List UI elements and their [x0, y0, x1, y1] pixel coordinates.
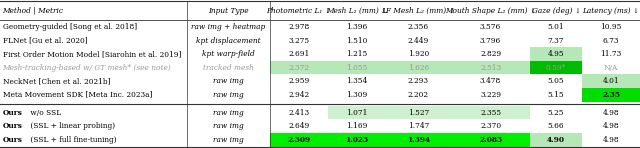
Text: Latency (ms) ↓: Latency (ms) ↓ — [582, 7, 639, 15]
Text: 3.275: 3.275 — [288, 37, 309, 45]
Text: 4.98: 4.98 — [603, 109, 620, 117]
Bar — [328, 133, 385, 147]
Text: Method | Metric: Method | Metric — [3, 7, 63, 15]
Bar — [451, 106, 530, 119]
Text: Gaze (deg) ↓: Gaze (deg) ↓ — [532, 7, 580, 15]
Text: 10.95: 10.95 — [600, 23, 622, 31]
Text: 2.513: 2.513 — [480, 64, 501, 72]
Text: 2.449: 2.449 — [408, 37, 429, 45]
Text: 11.73: 11.73 — [600, 50, 621, 58]
Bar — [530, 61, 582, 74]
Text: 2.083: 2.083 — [479, 136, 502, 144]
Text: Mesh-tracking-based w/ GT mesh* (see note): Mesh-tracking-based w/ GT mesh* (see not… — [3, 64, 172, 72]
Text: First Order Motion Model [Siarohin et al. 2019]: First Order Motion Model [Siarohin et al… — [3, 50, 181, 58]
Text: 2.691: 2.691 — [288, 50, 310, 58]
Text: raw img: raw img — [213, 109, 244, 117]
Text: (SSL + full fine-tuning): (SSL + full fine-tuning) — [28, 136, 117, 144]
Text: NeckNet [Chen et al. 2021b]: NeckNet [Chen et al. 2021b] — [3, 77, 110, 85]
Text: Mouth Shape L₂ (mm) ↓: Mouth Shape L₂ (mm) ↓ — [445, 7, 536, 15]
Text: 5.25: 5.25 — [548, 109, 564, 117]
Text: 2.202: 2.202 — [408, 91, 429, 99]
Text: Ours: Ours — [3, 122, 22, 130]
Bar — [530, 133, 582, 147]
Text: 2.35: 2.35 — [602, 91, 620, 99]
Text: 1.747: 1.747 — [408, 122, 429, 130]
Text: 3.229: 3.229 — [480, 91, 501, 99]
Text: 1.023: 1.023 — [345, 136, 368, 144]
Text: 0.59*: 0.59* — [546, 64, 566, 72]
Text: 4.90: 4.90 — [547, 136, 565, 144]
Text: FLNet [Gu et al. 2020]: FLNet [Gu et al. 2020] — [3, 37, 87, 45]
Text: 1.396: 1.396 — [346, 23, 367, 31]
Text: Mesh L₂ (mm) ↓: Mesh L₂ (mm) ↓ — [326, 7, 387, 15]
Bar — [582, 88, 640, 102]
Text: raw img + heatmap: raw img + heatmap — [191, 23, 266, 31]
Text: raw img: raw img — [213, 136, 244, 144]
Text: 1.309: 1.309 — [346, 91, 367, 99]
Bar — [530, 47, 582, 61]
Text: 4.01: 4.01 — [603, 77, 620, 85]
Text: 1.055: 1.055 — [346, 64, 367, 72]
Bar — [582, 74, 640, 88]
Text: Ours: Ours — [3, 109, 22, 117]
Text: 5.05: 5.05 — [548, 77, 564, 85]
Text: Input Type: Input Type — [208, 7, 249, 15]
Text: 2.370: 2.370 — [480, 122, 501, 130]
Text: 1.394: 1.394 — [407, 136, 430, 144]
Bar — [270, 133, 328, 147]
Text: 2.959: 2.959 — [288, 77, 310, 85]
Text: kpt warp-field: kpt warp-field — [202, 50, 255, 58]
Text: 2.309: 2.309 — [287, 136, 310, 144]
Text: 5.01: 5.01 — [548, 23, 564, 31]
Text: 4.98: 4.98 — [603, 122, 620, 130]
Text: 3.576: 3.576 — [480, 23, 501, 31]
Text: 1.071: 1.071 — [346, 109, 367, 117]
Bar — [385, 106, 451, 119]
Text: 2.829: 2.829 — [480, 50, 501, 58]
Bar — [451, 61, 530, 74]
Text: raw img: raw img — [213, 122, 244, 130]
Text: 2.356: 2.356 — [408, 23, 429, 31]
Text: raw img: raw img — [213, 91, 244, 99]
Text: Meta Movement SDK [Meta Inc. 2023a]: Meta Movement SDK [Meta Inc. 2023a] — [3, 91, 152, 99]
Bar — [328, 106, 385, 119]
Bar — [270, 61, 328, 74]
Text: (SSL + linear probing): (SSL + linear probing) — [28, 122, 115, 130]
Text: tracked mesh: tracked mesh — [203, 64, 254, 72]
Text: 1.527: 1.527 — [408, 109, 429, 117]
Text: 1.354: 1.354 — [346, 77, 367, 85]
Text: 1.169: 1.169 — [346, 122, 367, 130]
Bar — [328, 61, 385, 74]
Text: 2.413: 2.413 — [288, 109, 309, 117]
Text: 1.215: 1.215 — [346, 50, 367, 58]
Text: 4.95: 4.95 — [548, 50, 564, 58]
Text: Ours: Ours — [3, 136, 22, 144]
Bar — [451, 133, 530, 147]
Bar — [385, 133, 451, 147]
Text: N/A: N/A — [604, 64, 618, 72]
Text: 5.15: 5.15 — [548, 91, 564, 99]
Text: 2.942: 2.942 — [288, 91, 309, 99]
Text: 1.920: 1.920 — [408, 50, 429, 58]
Text: 3.796: 3.796 — [480, 37, 501, 45]
Bar — [385, 61, 451, 74]
Text: 4.98: 4.98 — [603, 136, 620, 144]
Text: raw img: raw img — [213, 77, 244, 85]
Text: 7.37: 7.37 — [548, 37, 564, 45]
Text: 1.626: 1.626 — [408, 64, 429, 72]
Text: w/o SSL: w/o SSL — [28, 109, 61, 117]
Text: LF Mesh L₂ (mm) ↓: LF Mesh L₂ (mm) ↓ — [381, 7, 455, 15]
Text: 3.478: 3.478 — [480, 77, 501, 85]
Text: 2.978: 2.978 — [288, 23, 310, 31]
Text: 5.66: 5.66 — [548, 122, 564, 130]
Text: 2.293: 2.293 — [408, 77, 429, 85]
Text: Photometric L₁ ↓: Photometric L₁ ↓ — [266, 7, 332, 15]
Text: 2.355: 2.355 — [480, 109, 501, 117]
Text: 1.510: 1.510 — [346, 37, 367, 45]
Text: kpt displacement: kpt displacement — [196, 37, 260, 45]
Text: 2.372: 2.372 — [289, 64, 309, 72]
Text: Geometry-guided [Song et al. 2018]: Geometry-guided [Song et al. 2018] — [3, 23, 137, 31]
Text: 2.649: 2.649 — [288, 122, 310, 130]
Text: 6.73: 6.73 — [603, 37, 620, 45]
